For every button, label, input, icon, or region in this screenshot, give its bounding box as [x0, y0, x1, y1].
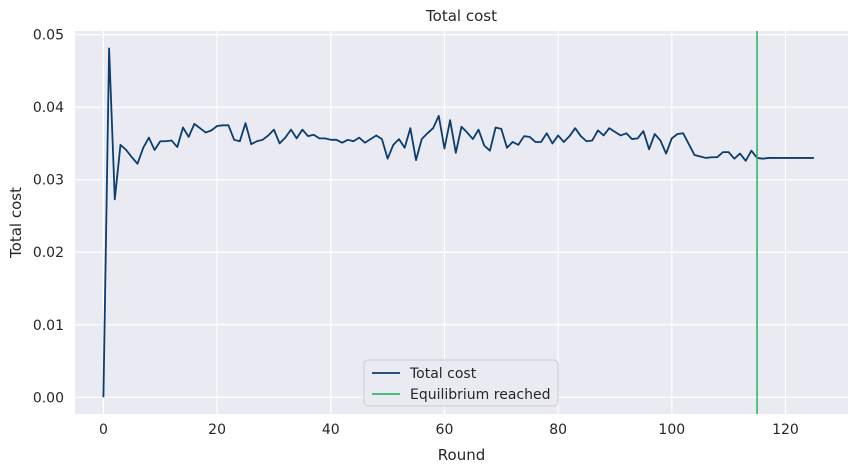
y-tick-label: 0.02	[33, 245, 64, 261]
plot-area	[75, 31, 848, 414]
x-tick-label: 100	[658, 422, 685, 438]
total-cost-line	[102, 47, 814, 398]
x-tick-label: 0	[99, 422, 108, 438]
legend: Total cost Equilibrium reached	[363, 359, 559, 407]
x-axis-label: Round	[438, 446, 485, 464]
y-tick-label: 0.00	[33, 390, 64, 406]
x-tick-label: 40	[322, 422, 340, 438]
y-tick-label: 0.03	[33, 173, 64, 189]
y-tick-label: 0.04	[33, 100, 64, 116]
legend-box	[363, 359, 559, 407]
x-tick-label: 20	[208, 422, 226, 438]
series-layer	[102, 31, 814, 414]
y-axis-label: Total cost	[7, 187, 25, 259]
legend-label-equilibrium: Equilibrium reached	[410, 387, 550, 403]
x-tick-labels: 0 20 40 60 80 100 120	[99, 422, 799, 438]
x-tick-label: 120	[772, 422, 799, 438]
y-tick-label: 0.05	[33, 28, 64, 44]
legend-label-total-cost: Total cost	[409, 366, 477, 382]
chart-title: Total cost	[425, 7, 497, 25]
y-tick-labels: 0.00 0.01 0.02 0.03 0.04 0.05	[33, 28, 64, 407]
x-tick-label: 80	[549, 422, 567, 438]
grid	[75, 31, 848, 414]
y-tick-label: 0.01	[33, 318, 64, 334]
x-tick-label: 60	[436, 422, 454, 438]
